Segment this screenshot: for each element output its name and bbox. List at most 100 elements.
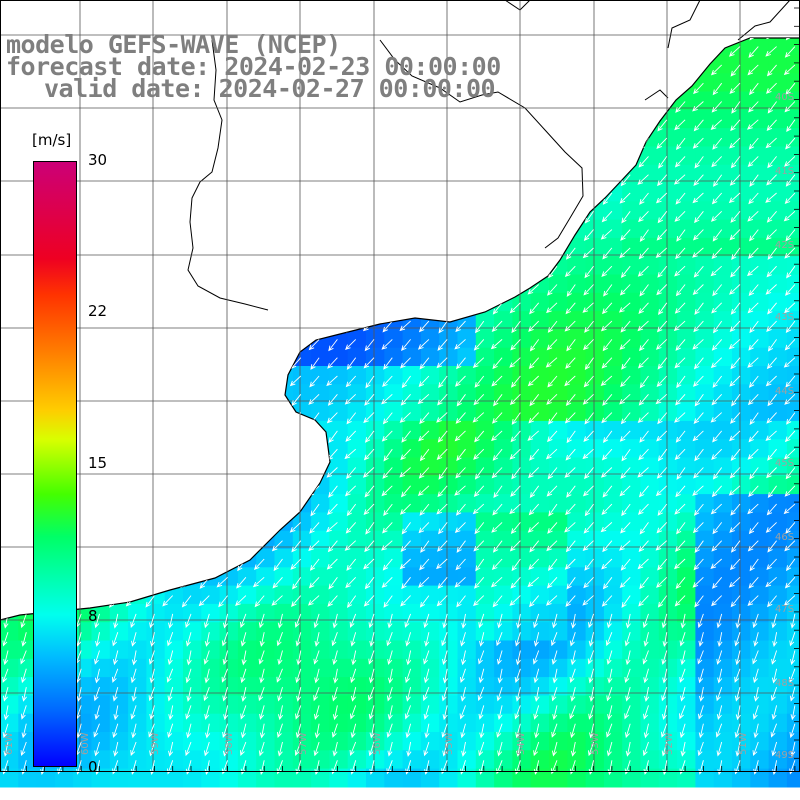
wind-arrow xyxy=(729,320,741,333)
speed-cell xyxy=(622,732,642,751)
wind-arrow xyxy=(674,64,686,76)
wind-arrow xyxy=(271,595,283,606)
speed-cell xyxy=(786,329,800,349)
wind-arrow xyxy=(199,101,210,113)
wind-arrow xyxy=(639,522,649,535)
wind-arrow xyxy=(710,38,722,39)
speed-cell xyxy=(585,54,605,74)
speed-cell xyxy=(494,219,513,239)
speed-cell xyxy=(201,347,221,367)
speed-cell xyxy=(274,750,294,770)
wind-arrow xyxy=(656,10,667,19)
wind-arrow xyxy=(491,38,503,40)
wind-arrow xyxy=(363,174,375,186)
speed-cell xyxy=(732,713,751,733)
wind-arrow xyxy=(477,686,485,702)
wind-arrow xyxy=(493,101,503,114)
speed-cell xyxy=(549,585,568,605)
wind-arrow xyxy=(369,632,375,647)
wind-arrow xyxy=(680,650,686,666)
wind-arrow xyxy=(198,302,210,314)
wind-arrow xyxy=(401,522,411,535)
speed-cell xyxy=(677,164,696,184)
speed-cell xyxy=(603,713,623,733)
wind-arrow xyxy=(767,302,777,315)
wind-arrow xyxy=(253,430,265,441)
wind-arrow xyxy=(273,119,283,133)
speed-cell xyxy=(384,677,404,696)
wind-arrow xyxy=(546,46,558,58)
speed-cell xyxy=(622,475,642,495)
wind-arrow xyxy=(545,595,558,606)
wind-arrow xyxy=(656,375,668,387)
wind-arrow xyxy=(637,82,649,94)
speed-cell xyxy=(366,512,385,532)
speed-cell xyxy=(256,347,276,367)
wind-arrow xyxy=(545,210,558,222)
wind-arrow xyxy=(108,119,119,132)
speed-cell xyxy=(109,658,129,678)
speed-cell xyxy=(91,549,111,568)
speed-cell xyxy=(585,713,605,733)
wind-arrow xyxy=(107,192,119,204)
speed-cell xyxy=(201,494,221,513)
speed-cell xyxy=(603,622,623,642)
wind-arrow xyxy=(697,705,704,720)
wind-arrow xyxy=(456,394,466,407)
speed-cell xyxy=(786,402,800,422)
wind-arrow xyxy=(294,613,302,628)
wind-arrow xyxy=(625,741,631,757)
speed-cell xyxy=(420,695,440,715)
wind-arrow xyxy=(619,247,631,259)
speed-cell xyxy=(201,420,221,440)
speed-cell xyxy=(732,73,751,93)
wind-arrow xyxy=(290,174,302,186)
wind-arrow xyxy=(454,137,466,149)
speed-cell xyxy=(347,567,367,587)
wind-arrow xyxy=(492,357,503,370)
speed-cell xyxy=(237,640,257,660)
wind-arrow xyxy=(240,613,247,628)
wind-arrow xyxy=(621,64,631,78)
wind-arrow xyxy=(767,595,777,608)
speed-cell xyxy=(677,38,696,56)
wind-arrow xyxy=(546,247,558,259)
wind-arrow xyxy=(346,211,357,224)
speed-cell xyxy=(256,128,276,147)
speed-cell xyxy=(311,640,330,660)
wind-arrow xyxy=(749,320,759,334)
wind-arrow xyxy=(601,558,613,570)
speed-cell xyxy=(494,567,513,587)
speed-cell xyxy=(347,603,367,623)
speed-cell xyxy=(603,494,623,513)
speed-cell xyxy=(164,494,184,513)
wind-arrow xyxy=(313,741,320,757)
wind-arrow xyxy=(566,192,576,206)
speed-cell xyxy=(695,420,715,440)
speed-cell xyxy=(640,585,660,605)
wind-arrow xyxy=(436,302,448,314)
speed-cell xyxy=(695,512,715,532)
speed-cell xyxy=(530,329,550,349)
wind-arrow xyxy=(766,320,777,332)
speed-cell xyxy=(402,549,422,568)
wind-arrow xyxy=(456,595,466,608)
wind-arrow xyxy=(198,503,210,515)
wind-arrow xyxy=(291,595,302,607)
speed-cell xyxy=(146,366,166,385)
speed-cell xyxy=(403,18,422,37)
wind-arrow xyxy=(564,558,576,570)
wind-arrow xyxy=(310,265,320,279)
wind-arrow xyxy=(602,540,613,553)
speed-cell xyxy=(92,0,111,19)
wind-arrow xyxy=(235,448,247,460)
wind-arrow xyxy=(149,705,155,720)
speed-cell xyxy=(695,91,715,111)
speed-cell xyxy=(659,0,678,19)
wind-arrow xyxy=(747,247,759,259)
speed-cell xyxy=(713,201,733,221)
wind-arrow xyxy=(314,632,320,647)
speed-cell xyxy=(622,38,642,56)
wind-arrow xyxy=(749,558,759,572)
wind-arrow xyxy=(183,10,191,21)
